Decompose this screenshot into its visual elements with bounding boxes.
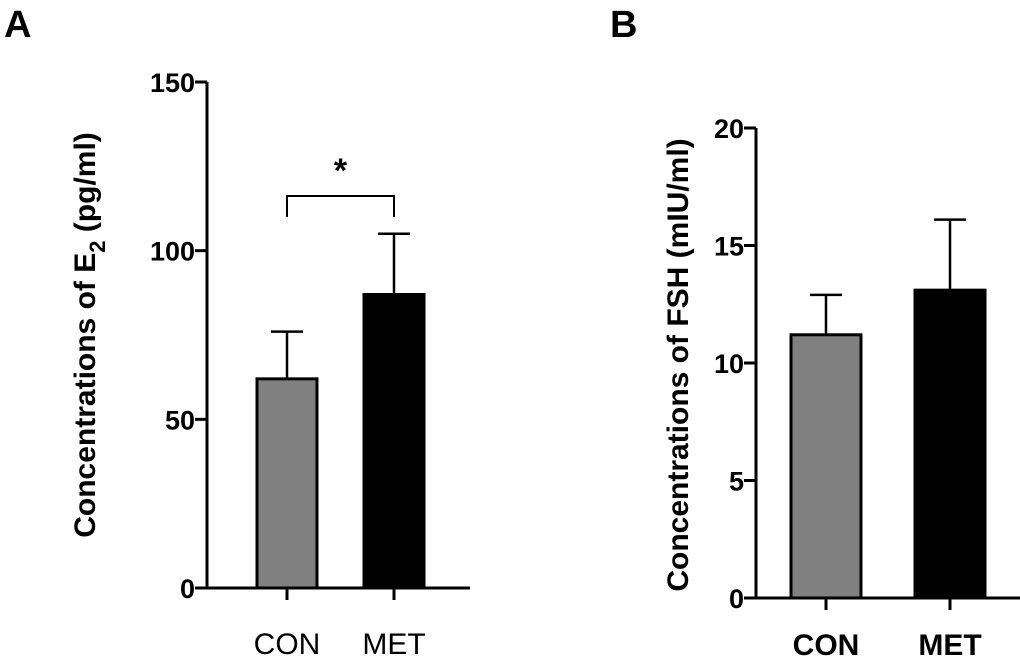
panel-a-y-tick-label: 100 <box>150 237 195 267</box>
panel-a-category-label-con: CON <box>254 628 321 661</box>
panel-b-category-label-con: CON <box>793 629 860 662</box>
panel-b-letter: B <box>610 4 637 46</box>
panel-b-y-tick-label: 5 <box>729 467 744 497</box>
panel-a-category-label-met: MET <box>362 628 425 661</box>
panel-a-letter: A <box>4 4 31 46</box>
panel-a-y-tick-label: 50 <box>165 405 195 435</box>
panel-a-bar-met <box>362 293 426 590</box>
panel-a-y-tick-label: 150 <box>150 68 195 98</box>
panel-a-significance-star: * <box>334 152 348 190</box>
panel-b-category-label-met: MET <box>918 629 981 662</box>
panel-a-bar-con <box>255 377 319 590</box>
panel-b-bar-con <box>789 333 863 600</box>
panel-b-y-tick-label: 15 <box>714 232 744 262</box>
panel-b-y-tick-label: 0 <box>729 584 744 614</box>
panel-a-significance-bracket <box>286 195 395 217</box>
panel-b-y-tick-label: 20 <box>714 114 744 144</box>
panel-b-y-axis-title: Concentrations of FSH (mIU/ml) <box>662 138 695 591</box>
panel-b-plot: 0 5 10 15 20 CON MET <box>714 114 1020 662</box>
panel-a-y-axis-title-main: Concentrations of E <box>69 253 102 538</box>
panel-a-plot: 0 50 100 150 CON MET * <box>150 68 470 661</box>
panel-a: A Concentrations of E2 (pg/ml) 0 50 100 150… <box>4 4 470 661</box>
panel-b-bar-met <box>913 288 987 600</box>
panel-a-y-tick-label: 0 <box>180 574 195 604</box>
panel-a-y-axis-title-unit: (pg/ml) <box>69 132 102 240</box>
panel-a-y-axis-title-subscript: 2 <box>85 241 110 253</box>
panel-a-y-axis-title: Concentrations of E2 (pg/ml) <box>69 132 110 538</box>
panel-b: B Concentrations of FSH (mIU/ml) 0 5 10 15 2… <box>610 4 1020 662</box>
panel-b-y-tick-label: 10 <box>714 349 744 379</box>
